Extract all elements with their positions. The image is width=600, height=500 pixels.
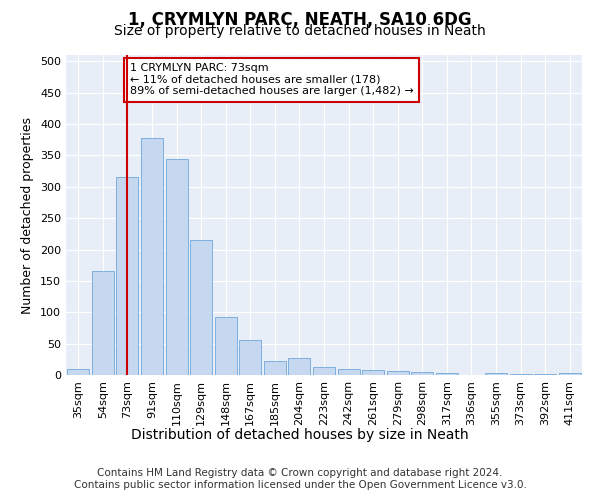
Bar [92,272,114,375]
Y-axis label: Number of detached properties: Number of detached properties [22,116,34,314]
Bar [215,316,237,375]
Bar [239,340,262,375]
Text: Contains HM Land Registry data © Crown copyright and database right 2024.: Contains HM Land Registry data © Crown c… [97,468,503,477]
Bar [141,138,163,375]
Text: Contains public sector information licensed under the Open Government Licence v3: Contains public sector information licen… [74,480,526,490]
Text: 1 CRYMLYN PARC: 73sqm
← 11% of detached houses are smaller (178)
89% of semi-det: 1 CRYMLYN PARC: 73sqm ← 11% of detached … [130,63,413,96]
Bar [264,360,286,375]
Bar [362,370,384,375]
Bar [116,178,139,375]
Bar [559,373,581,375]
Text: 1, CRYMLYN PARC, NEATH, SA10 6DG: 1, CRYMLYN PARC, NEATH, SA10 6DG [128,11,472,29]
Bar [485,373,507,375]
Bar [386,371,409,375]
Bar [190,240,212,375]
Bar [411,372,433,375]
Bar [436,373,458,375]
Bar [313,368,335,375]
Bar [67,368,89,375]
Bar [166,158,188,375]
Bar [289,358,310,375]
Bar [509,374,532,375]
Bar [338,368,359,375]
Text: Distribution of detached houses by size in Neath: Distribution of detached houses by size … [131,428,469,442]
Text: Size of property relative to detached houses in Neath: Size of property relative to detached ho… [114,24,486,38]
Bar [534,374,556,375]
